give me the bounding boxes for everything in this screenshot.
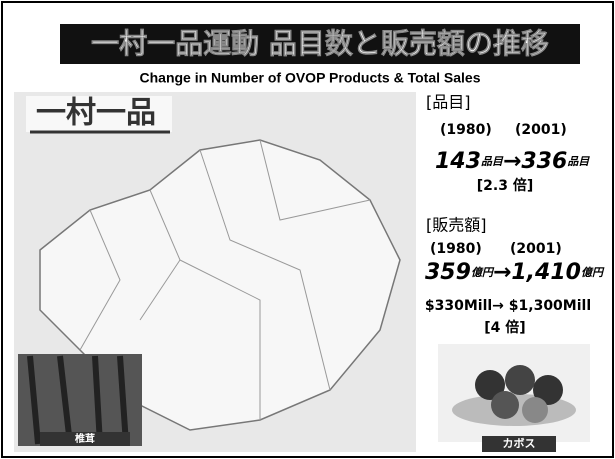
- products-year-from: (1980): [440, 122, 492, 138]
- title: 一村一品運動 品目数と販売額の推移: [91, 27, 549, 60]
- value: 1,410: [511, 260, 581, 285]
- value: 143: [435, 149, 481, 174]
- sales-ratio: [4 倍]: [484, 319, 525, 336]
- fruit: [522, 397, 548, 423]
- products-year-to: (2001): [515, 122, 567, 138]
- subtitle: Change in Number of OVOP Products & Tota…: [140, 70, 481, 86]
- slide: 一村一品運動 品目数と販売額の推移 Change in Number of OV…: [0, 0, 615, 459]
- value: 336: [521, 149, 567, 174]
- photo-caption: カボス: [503, 436, 536, 450]
- products-heading: [品目]: [426, 93, 471, 112]
- unit: 億円: [471, 266, 495, 279]
- fruit: [491, 391, 519, 419]
- products-change: 143品目→336品目: [435, 149, 590, 174]
- map: 一村一品 椎茸: [14, 92, 416, 452]
- products-ratio: [2.3 倍]: [477, 177, 533, 194]
- sales-heading: [販売額]: [426, 216, 487, 235]
- map-label: 一村一品: [36, 96, 156, 131]
- sales-year-to: (2001): [510, 241, 562, 257]
- value: 359: [425, 260, 471, 285]
- unit: 品目: [567, 155, 590, 168]
- sales-usd: $330Mill→ $1,300Mill: [425, 298, 591, 314]
- kabosu-photo: カボス: [438, 344, 590, 452]
- unit: 品目: [481, 155, 504, 168]
- arrow: →: [503, 149, 521, 174]
- sales-change: 359億円→1,410億円: [425, 260, 605, 285]
- sales-year-from: (1980): [430, 241, 482, 257]
- arrow: →: [493, 260, 511, 285]
- fruit: [505, 365, 535, 395]
- unit: 億円: [581, 266, 605, 279]
- photo-caption: 椎茸: [74, 432, 95, 445]
